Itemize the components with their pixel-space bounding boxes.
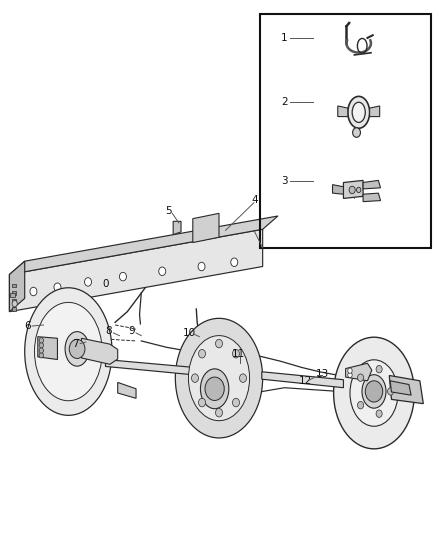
Text: 6: 6	[25, 321, 31, 331]
Circle shape	[69, 340, 85, 359]
Ellipse shape	[35, 302, 102, 401]
Text: 13: 13	[316, 369, 329, 379]
Circle shape	[357, 401, 364, 409]
Text: 7: 7	[72, 338, 79, 349]
Text: 1: 1	[281, 33, 288, 43]
Text: 0: 0	[102, 279, 109, 289]
Circle shape	[376, 366, 382, 373]
Text: 2: 2	[281, 96, 288, 107]
Polygon shape	[10, 261, 25, 312]
Polygon shape	[338, 106, 348, 117]
Polygon shape	[118, 382, 136, 398]
Circle shape	[159, 267, 166, 276]
Circle shape	[349, 186, 355, 193]
Circle shape	[357, 374, 364, 382]
Ellipse shape	[350, 360, 398, 426]
Circle shape	[39, 338, 43, 343]
Bar	[10, 293, 15, 297]
Circle shape	[348, 372, 352, 377]
Polygon shape	[363, 180, 381, 189]
Circle shape	[215, 340, 223, 348]
Circle shape	[233, 398, 240, 407]
Polygon shape	[173, 221, 181, 235]
Circle shape	[376, 410, 382, 417]
Polygon shape	[38, 337, 57, 360]
Circle shape	[357, 187, 361, 192]
Ellipse shape	[188, 336, 250, 421]
Circle shape	[365, 381, 383, 402]
Polygon shape	[390, 381, 411, 395]
Ellipse shape	[65, 332, 89, 366]
Polygon shape	[370, 106, 380, 117]
Polygon shape	[10, 229, 263, 312]
Text: 8: 8	[106, 326, 112, 336]
Ellipse shape	[362, 375, 386, 408]
Text: 11: 11	[232, 349, 245, 359]
Polygon shape	[363, 193, 381, 201]
Ellipse shape	[348, 96, 370, 128]
Circle shape	[198, 350, 205, 358]
Ellipse shape	[201, 369, 229, 409]
Circle shape	[240, 374, 247, 382]
Circle shape	[191, 374, 198, 382]
Polygon shape	[106, 360, 195, 375]
Ellipse shape	[334, 337, 414, 449]
Circle shape	[198, 262, 205, 271]
Polygon shape	[10, 216, 278, 274]
Circle shape	[39, 343, 43, 348]
Circle shape	[120, 272, 127, 281]
Ellipse shape	[175, 318, 263, 438]
Circle shape	[231, 258, 238, 266]
Bar	[12, 292, 15, 295]
Ellipse shape	[352, 102, 365, 123]
Polygon shape	[332, 184, 343, 194]
Polygon shape	[81, 338, 118, 365]
Text: 9: 9	[128, 326, 135, 336]
Circle shape	[12, 301, 17, 307]
Circle shape	[39, 353, 43, 358]
Polygon shape	[343, 180, 363, 198]
Text: 3: 3	[281, 176, 288, 187]
Bar	[12, 308, 15, 311]
Text: 5: 5	[166, 206, 172, 216]
Circle shape	[233, 350, 240, 358]
Polygon shape	[389, 375, 424, 403]
Polygon shape	[346, 364, 372, 381]
Polygon shape	[262, 372, 343, 387]
Circle shape	[198, 398, 205, 407]
Circle shape	[353, 128, 360, 138]
Circle shape	[39, 348, 43, 353]
Circle shape	[205, 377, 224, 400]
Circle shape	[348, 368, 352, 373]
Circle shape	[388, 387, 394, 395]
Text: 10: 10	[183, 328, 196, 338]
Text: 4: 4	[251, 195, 258, 205]
Bar	[12, 284, 15, 287]
Circle shape	[85, 278, 92, 286]
Ellipse shape	[25, 288, 112, 415]
Circle shape	[30, 287, 37, 296]
Circle shape	[215, 408, 223, 417]
Bar	[12, 300, 15, 303]
Circle shape	[54, 283, 61, 292]
Polygon shape	[193, 213, 219, 243]
Bar	[261, 14, 431, 248]
Text: 12: 12	[299, 376, 312, 386]
